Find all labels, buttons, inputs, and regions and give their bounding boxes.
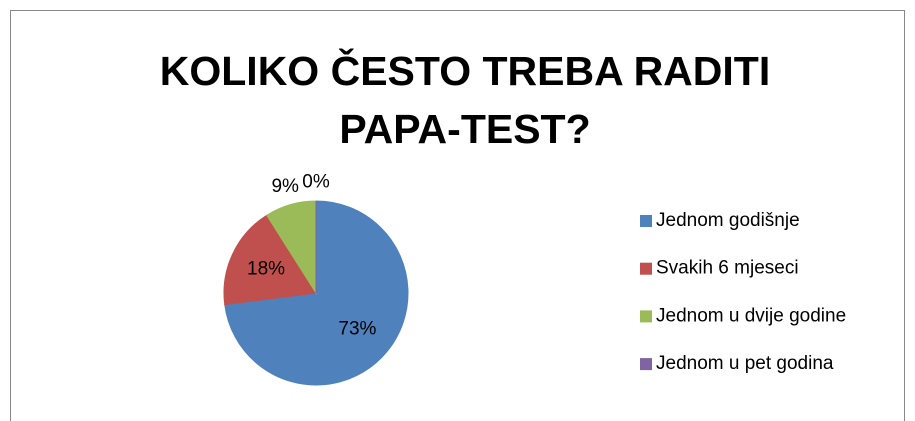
legend-swatch xyxy=(640,358,652,371)
legend-label: Jednom u dvije godine xyxy=(656,305,846,326)
chart-border xyxy=(10,10,905,421)
chart-title: KOLIKO ČESTO TREBA RADITI PAPA-TEST? xyxy=(159,48,771,152)
legend-label: Svakih 6 mjeseci xyxy=(656,258,799,279)
data-label: 73% xyxy=(338,319,376,340)
data-label: 9% xyxy=(271,176,299,197)
legend-swatch xyxy=(640,310,652,323)
pie-slice xyxy=(223,214,317,306)
legend-label: Jednom u pet godina xyxy=(656,353,834,374)
legend-label: Jednom godišnje xyxy=(656,210,800,231)
legend-swatch xyxy=(640,262,652,275)
data-label: 0% xyxy=(302,172,330,193)
data-label: 18% xyxy=(247,259,285,280)
legend-swatch xyxy=(640,215,652,227)
